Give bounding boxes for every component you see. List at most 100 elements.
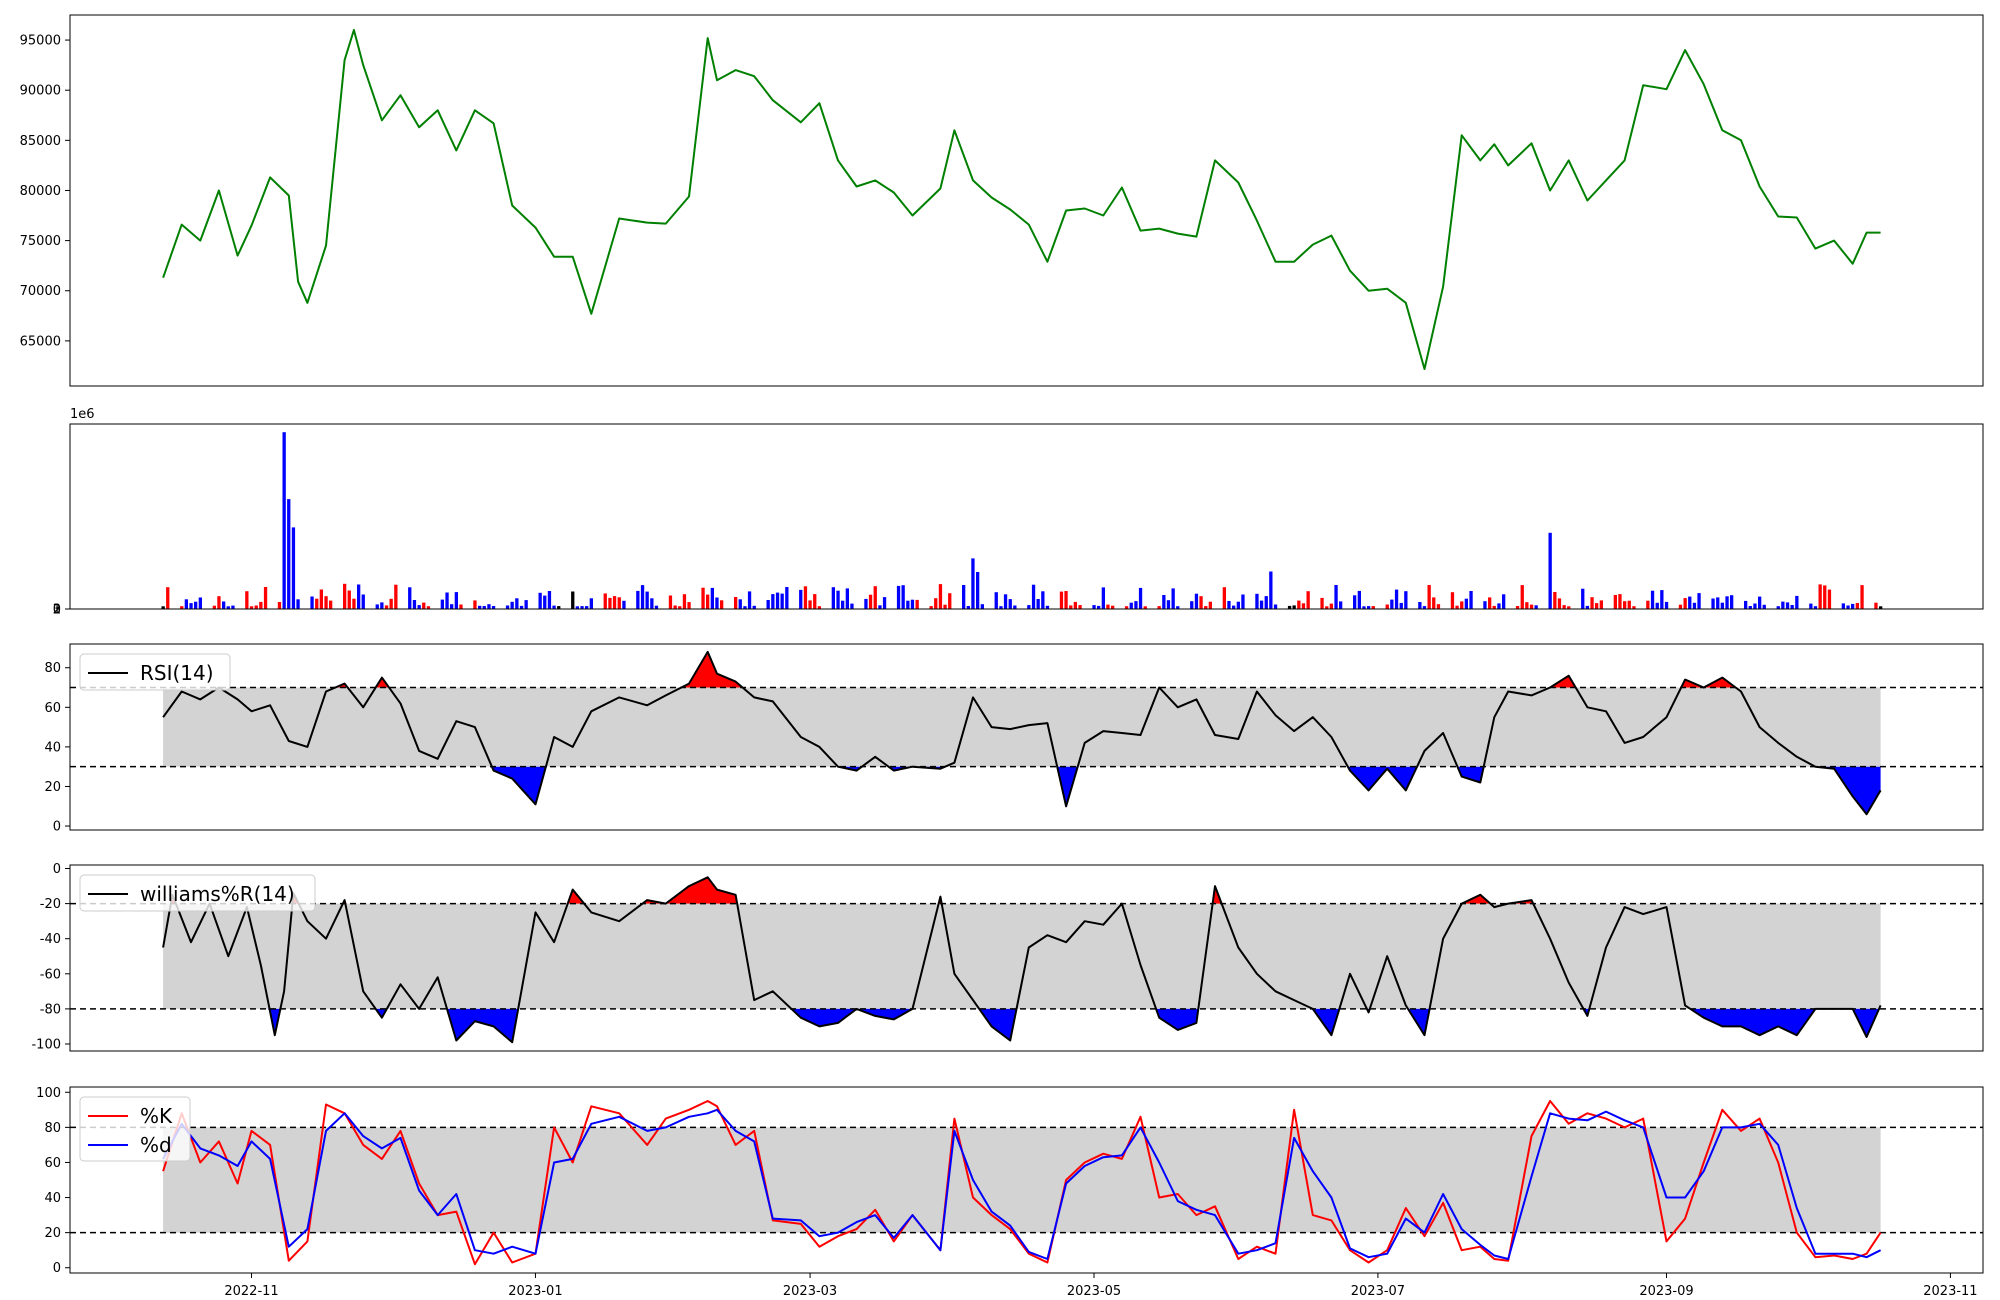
volume-bar bbox=[166, 587, 170, 609]
volume-bar bbox=[1492, 605, 1496, 609]
volume-bar bbox=[1720, 602, 1724, 609]
volume-bar bbox=[1292, 605, 1296, 609]
volume-bar bbox=[1716, 597, 1720, 609]
volume-bar bbox=[808, 600, 812, 609]
volume-bar bbox=[310, 596, 314, 609]
volume-bar bbox=[184, 599, 188, 609]
volume-bar bbox=[1548, 532, 1552, 609]
volume-bar bbox=[841, 600, 845, 609]
volume-bar bbox=[1097, 605, 1101, 609]
y-tick-label: 60 bbox=[44, 701, 61, 716]
volume-bar bbox=[1502, 594, 1506, 609]
volume-bar bbox=[1520, 585, 1524, 609]
volume-bar bbox=[1534, 605, 1538, 609]
volume-bar bbox=[212, 605, 216, 609]
volume-bar bbox=[538, 592, 542, 609]
legend-box bbox=[79, 653, 231, 691]
volume-bar bbox=[896, 585, 901, 609]
volume-bar bbox=[687, 602, 691, 609]
x-tick-label: 2022-11 bbox=[224, 1284, 278, 1299]
oversold-fill bbox=[163, 1008, 1881, 1043]
volume-bar bbox=[1590, 597, 1594, 609]
volume-bar bbox=[1730, 595, 1734, 609]
volume-bar bbox=[1851, 603, 1855, 609]
volume-bar bbox=[198, 597, 202, 609]
volume-bar bbox=[361, 594, 365, 609]
volume-bar bbox=[231, 605, 235, 609]
volume-bar bbox=[329, 600, 333, 609]
volume-bar bbox=[650, 598, 654, 609]
y-tick-label: 20 bbox=[44, 780, 61, 795]
volume-bar bbox=[445, 592, 449, 609]
volume-bar bbox=[1450, 592, 1455, 609]
volume-bar bbox=[1753, 603, 1757, 609]
legend-box bbox=[79, 1096, 191, 1162]
volume-bar bbox=[287, 499, 291, 609]
volume-bar bbox=[1581, 588, 1585, 609]
percent-d-line bbox=[162, 1108, 1882, 1260]
volume-bar bbox=[1650, 590, 1655, 609]
volume-bar bbox=[775, 592, 780, 609]
volume-bar bbox=[1683, 598, 1687, 609]
volume-bar bbox=[1562, 605, 1566, 609]
volume-bar bbox=[482, 606, 486, 609]
y-tick-label: 80000 bbox=[20, 184, 61, 199]
volume-bar bbox=[1143, 606, 1147, 609]
volume-bar bbox=[1325, 606, 1329, 609]
volume-bar bbox=[608, 597, 612, 609]
volume-bar bbox=[1841, 603, 1845, 609]
volume-bar bbox=[1627, 600, 1631, 609]
volume-bar bbox=[910, 599, 915, 609]
volume-bar bbox=[408, 587, 412, 609]
x-tick-label: 2023-11 bbox=[1923, 1284, 1977, 1299]
volume-bar bbox=[324, 596, 328, 609]
volume-bar bbox=[473, 600, 477, 609]
volume-bar bbox=[1776, 606, 1780, 609]
volume-bar bbox=[426, 606, 431, 609]
volume-offset-label: 1e6 bbox=[70, 407, 95, 422]
y-tick-label: -40 bbox=[40, 932, 61, 947]
volume-bar bbox=[1194, 593, 1199, 609]
volume-bar bbox=[357, 584, 361, 609]
volume-bar bbox=[1208, 601, 1212, 609]
volume-bar bbox=[519, 605, 524, 609]
volume-bar bbox=[1078, 605, 1082, 609]
volume-bar bbox=[962, 585, 966, 609]
volume-bar bbox=[352, 598, 356, 609]
volume-bar bbox=[1515, 606, 1520, 609]
y-tick-label: 95000 bbox=[20, 34, 61, 49]
volume-bar bbox=[882, 597, 887, 609]
y-tick-label: 85000 bbox=[20, 134, 61, 149]
overbought-fill bbox=[163, 877, 1881, 904]
volume-bar bbox=[1134, 601, 1138, 609]
volume-bar bbox=[1497, 603, 1501, 609]
volume-bar bbox=[254, 605, 258, 609]
volume-bar bbox=[557, 606, 561, 609]
volume-bar bbox=[1823, 585, 1827, 609]
volume-bar bbox=[417, 605, 421, 609]
volume-bar bbox=[454, 592, 458, 609]
volume-bar bbox=[1106, 604, 1110, 609]
volume-bar bbox=[976, 572, 980, 609]
volume-bar bbox=[1688, 596, 1692, 609]
volume-bar bbox=[1204, 606, 1208, 609]
volume-bar bbox=[1036, 599, 1040, 609]
volume-bar bbox=[1306, 591, 1310, 609]
volume-bar bbox=[934, 598, 938, 609]
volume-bar bbox=[622, 600, 626, 609]
x-tick-label: 2023-05 bbox=[1067, 1284, 1121, 1299]
volume-bar bbox=[1599, 600, 1603, 609]
volume-bar bbox=[263, 587, 268, 609]
volume-bar bbox=[1404, 591, 1408, 609]
legend-box bbox=[79, 874, 316, 912]
y-tick-label: 0 bbox=[53, 820, 61, 835]
axes-frame bbox=[69, 864, 1984, 1052]
volume-bar bbox=[1394, 589, 1399, 609]
volume-bar bbox=[948, 593, 952, 609]
volume-bar bbox=[1385, 604, 1389, 609]
volume-bar bbox=[1367, 606, 1371, 609]
volume-bar bbox=[980, 604, 984, 609]
price-line bbox=[162, 29, 1881, 370]
